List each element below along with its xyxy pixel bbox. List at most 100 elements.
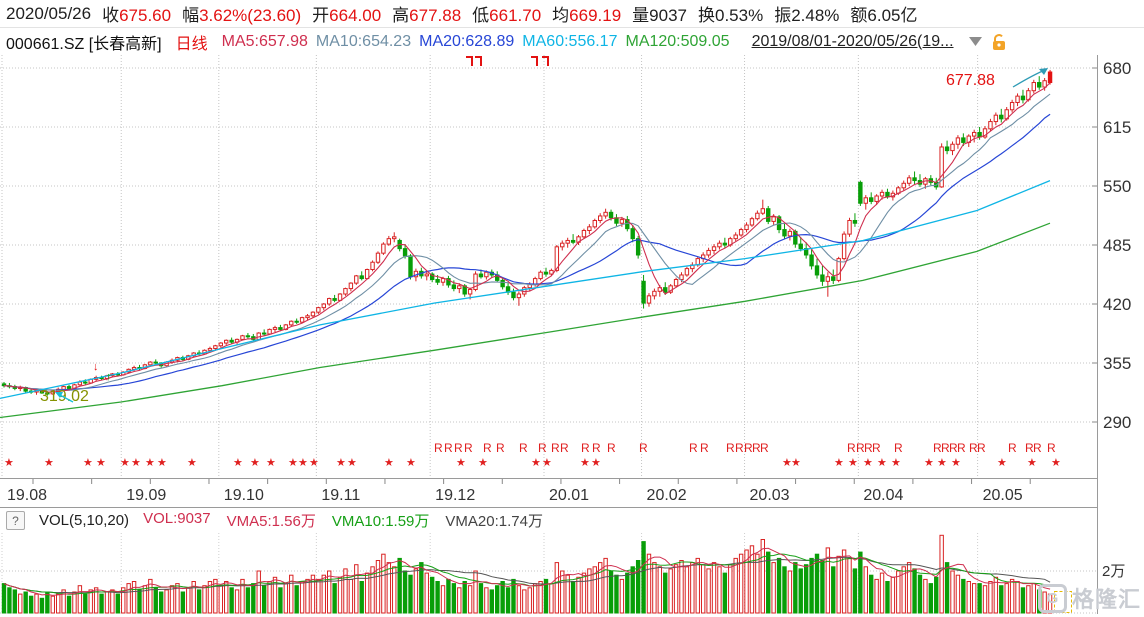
svg-text:R: R bbox=[872, 441, 881, 455]
svg-text:R: R bbox=[519, 441, 528, 455]
svg-text:19.08: 19.08 bbox=[7, 487, 47, 504]
high-price-label: 677.88 bbox=[946, 72, 995, 89]
svg-text:R: R bbox=[1025, 441, 1034, 455]
quote-field: 换0.53% bbox=[698, 6, 764, 25]
period-label[interactable]: 日线 bbox=[175, 35, 208, 53]
svg-text:19.10: 19.10 bbox=[224, 487, 264, 504]
ma-label: MA60:556.17 bbox=[522, 32, 618, 50]
svg-text:★: ★ bbox=[4, 457, 14, 469]
svg-text:R: R bbox=[454, 441, 463, 455]
svg-text:R: R bbox=[434, 441, 443, 455]
svg-text:R: R bbox=[1008, 441, 1017, 455]
svg-text:★: ★ bbox=[298, 457, 308, 469]
svg-text:R: R bbox=[607, 441, 616, 455]
svg-text:↓: ↓ bbox=[93, 361, 99, 373]
volume-legend: VOL:9037 VMA5:1.56万 VMA10:1.59万 VMA20:1.74万 bbox=[143, 510, 543, 531]
svg-text:R: R bbox=[444, 441, 453, 455]
volume-ma-lines bbox=[3, 547, 1051, 596]
svg-text:550: 550 bbox=[1103, 177, 1131, 196]
lock-icon[interactable] bbox=[991, 33, 1008, 51]
quote-bar: 2020/05/26 收675.60 幅3.62%(23.60) 开664.00 高6… bbox=[0, 0, 1144, 28]
svg-text:★: ★ bbox=[266, 457, 276, 469]
svg-text:★: ★ bbox=[336, 457, 346, 469]
svg-text:R: R bbox=[752, 441, 761, 455]
svg-text:★: ★ bbox=[531, 457, 541, 469]
quote-field: 均669.19 bbox=[552, 6, 622, 25]
ma-lines bbox=[0, 82, 1051, 419]
svg-text:★: ★ bbox=[997, 457, 1007, 469]
ma-label: MA10:654.23 bbox=[315, 32, 412, 50]
quote-field: 额6.05亿 bbox=[850, 6, 918, 25]
axes bbox=[0, 55, 1098, 614]
red-artifact bbox=[466, 56, 473, 66]
star-markers: ★ ★ ★ ★ ★ ★ ★ ★ ★ ★ ★ ★ ★ ★ ★ ★ ★ ★ ★ ★ ★ ★ ★ ★ ★ ★ ★ ★ ★ ★ ★ ★ ★ ★ ★ ★ ★ ★ bbox=[4, 457, 1061, 469]
svg-text:R: R bbox=[977, 441, 986, 455]
chevron-down-icon[interactable] bbox=[968, 36, 983, 47]
svg-text:R: R bbox=[1047, 441, 1056, 455]
svg-text:★: ★ bbox=[863, 457, 873, 469]
date-range-link[interactable]: 2019/08/01-2020/05/26(19... bbox=[751, 32, 954, 50]
svg-text:↑: ↑ bbox=[106, 371, 112, 383]
quote-field: 振2.48% bbox=[774, 6, 840, 25]
svg-text:615: 615 bbox=[1103, 118, 1131, 137]
svg-text:★: ★ bbox=[250, 457, 260, 469]
quote-date: 2020/05/26 bbox=[6, 3, 92, 23]
svg-text:★: ★ bbox=[44, 457, 54, 469]
quote-field: 幅3.62%(23.60) bbox=[182, 6, 302, 25]
svg-text:R: R bbox=[483, 441, 492, 455]
svg-text:★: ★ bbox=[782, 457, 792, 469]
svg-text:★: ★ bbox=[924, 457, 934, 469]
svg-text:R: R bbox=[464, 441, 473, 455]
svg-text:20.05: 20.05 bbox=[983, 487, 1023, 504]
svg-text:R: R bbox=[1033, 441, 1042, 455]
svg-text:485: 485 bbox=[1103, 236, 1131, 255]
svg-text:★: ★ bbox=[877, 457, 887, 469]
svg-text:★: ★ bbox=[187, 457, 197, 469]
svg-text:★: ★ bbox=[848, 457, 858, 469]
svg-text:R: R bbox=[496, 441, 505, 455]
red-artifact bbox=[475, 56, 482, 66]
svg-text:20.02: 20.02 bbox=[647, 487, 687, 504]
svg-text:R: R bbox=[551, 441, 560, 455]
latest-volume-highlight bbox=[1054, 591, 1072, 613]
ma-legend: MA5:657.98 MA10:654.23 MA20:628.89 MA60:556… bbox=[222, 33, 738, 51]
volume-header: ? VOL(5,10,20) VOL:9037 VMA5:1.56万 VMA10:1… bbox=[0, 509, 1090, 532]
svg-text:20.01: 20.01 bbox=[549, 487, 589, 504]
svg-text:★: ★ bbox=[456, 457, 466, 469]
svg-text:R: R bbox=[957, 441, 966, 455]
svg-text:R: R bbox=[969, 441, 978, 455]
svg-text:680: 680 bbox=[1103, 59, 1131, 78]
svg-text:★: ★ bbox=[891, 457, 901, 469]
vol-label: VMA20:1.74万 bbox=[445, 513, 543, 530]
vol-label: VOL:9037 bbox=[143, 510, 211, 527]
ma-label: MA120:509.05 bbox=[625, 32, 730, 50]
svg-text:★: ★ bbox=[406, 457, 416, 469]
svg-text:★: ★ bbox=[1027, 457, 1037, 469]
svg-text:R: R bbox=[847, 441, 856, 455]
svg-text:★: ★ bbox=[233, 457, 243, 469]
svg-text:20.03: 20.03 bbox=[750, 487, 790, 504]
symbol-name: 000661.SZ [长春高新] bbox=[6, 35, 162, 53]
svg-text:★: ★ bbox=[834, 457, 844, 469]
svg-text:★: ★ bbox=[96, 457, 106, 469]
svg-text:R: R bbox=[639, 441, 648, 455]
svg-text:★: ★ bbox=[478, 457, 488, 469]
svg-text:R: R bbox=[894, 441, 903, 455]
svg-text:★: ★ bbox=[384, 457, 394, 469]
svg-text:20.04: 20.04 bbox=[863, 487, 903, 504]
vol-label: VMA5:1.56万 bbox=[226, 513, 316, 530]
red-artifact bbox=[531, 56, 538, 66]
svg-text:R: R bbox=[592, 441, 601, 455]
svg-text:R: R bbox=[689, 441, 698, 455]
svg-text:★: ★ bbox=[157, 457, 167, 469]
watermark-text: 格隆汇 bbox=[1071, 587, 1141, 612]
low-price-label: 319.02 bbox=[40, 388, 89, 405]
svg-text:355: 355 bbox=[1103, 354, 1131, 373]
volume-indicator-title: VOL(5,10,20) bbox=[39, 512, 130, 529]
svg-text:R: R bbox=[581, 441, 590, 455]
help-icon[interactable]: ? bbox=[6, 511, 25, 530]
svg-text:★: ★ bbox=[591, 457, 601, 469]
quote-field: 低661.70 bbox=[472, 6, 542, 25]
svg-text:★: ★ bbox=[145, 457, 155, 469]
